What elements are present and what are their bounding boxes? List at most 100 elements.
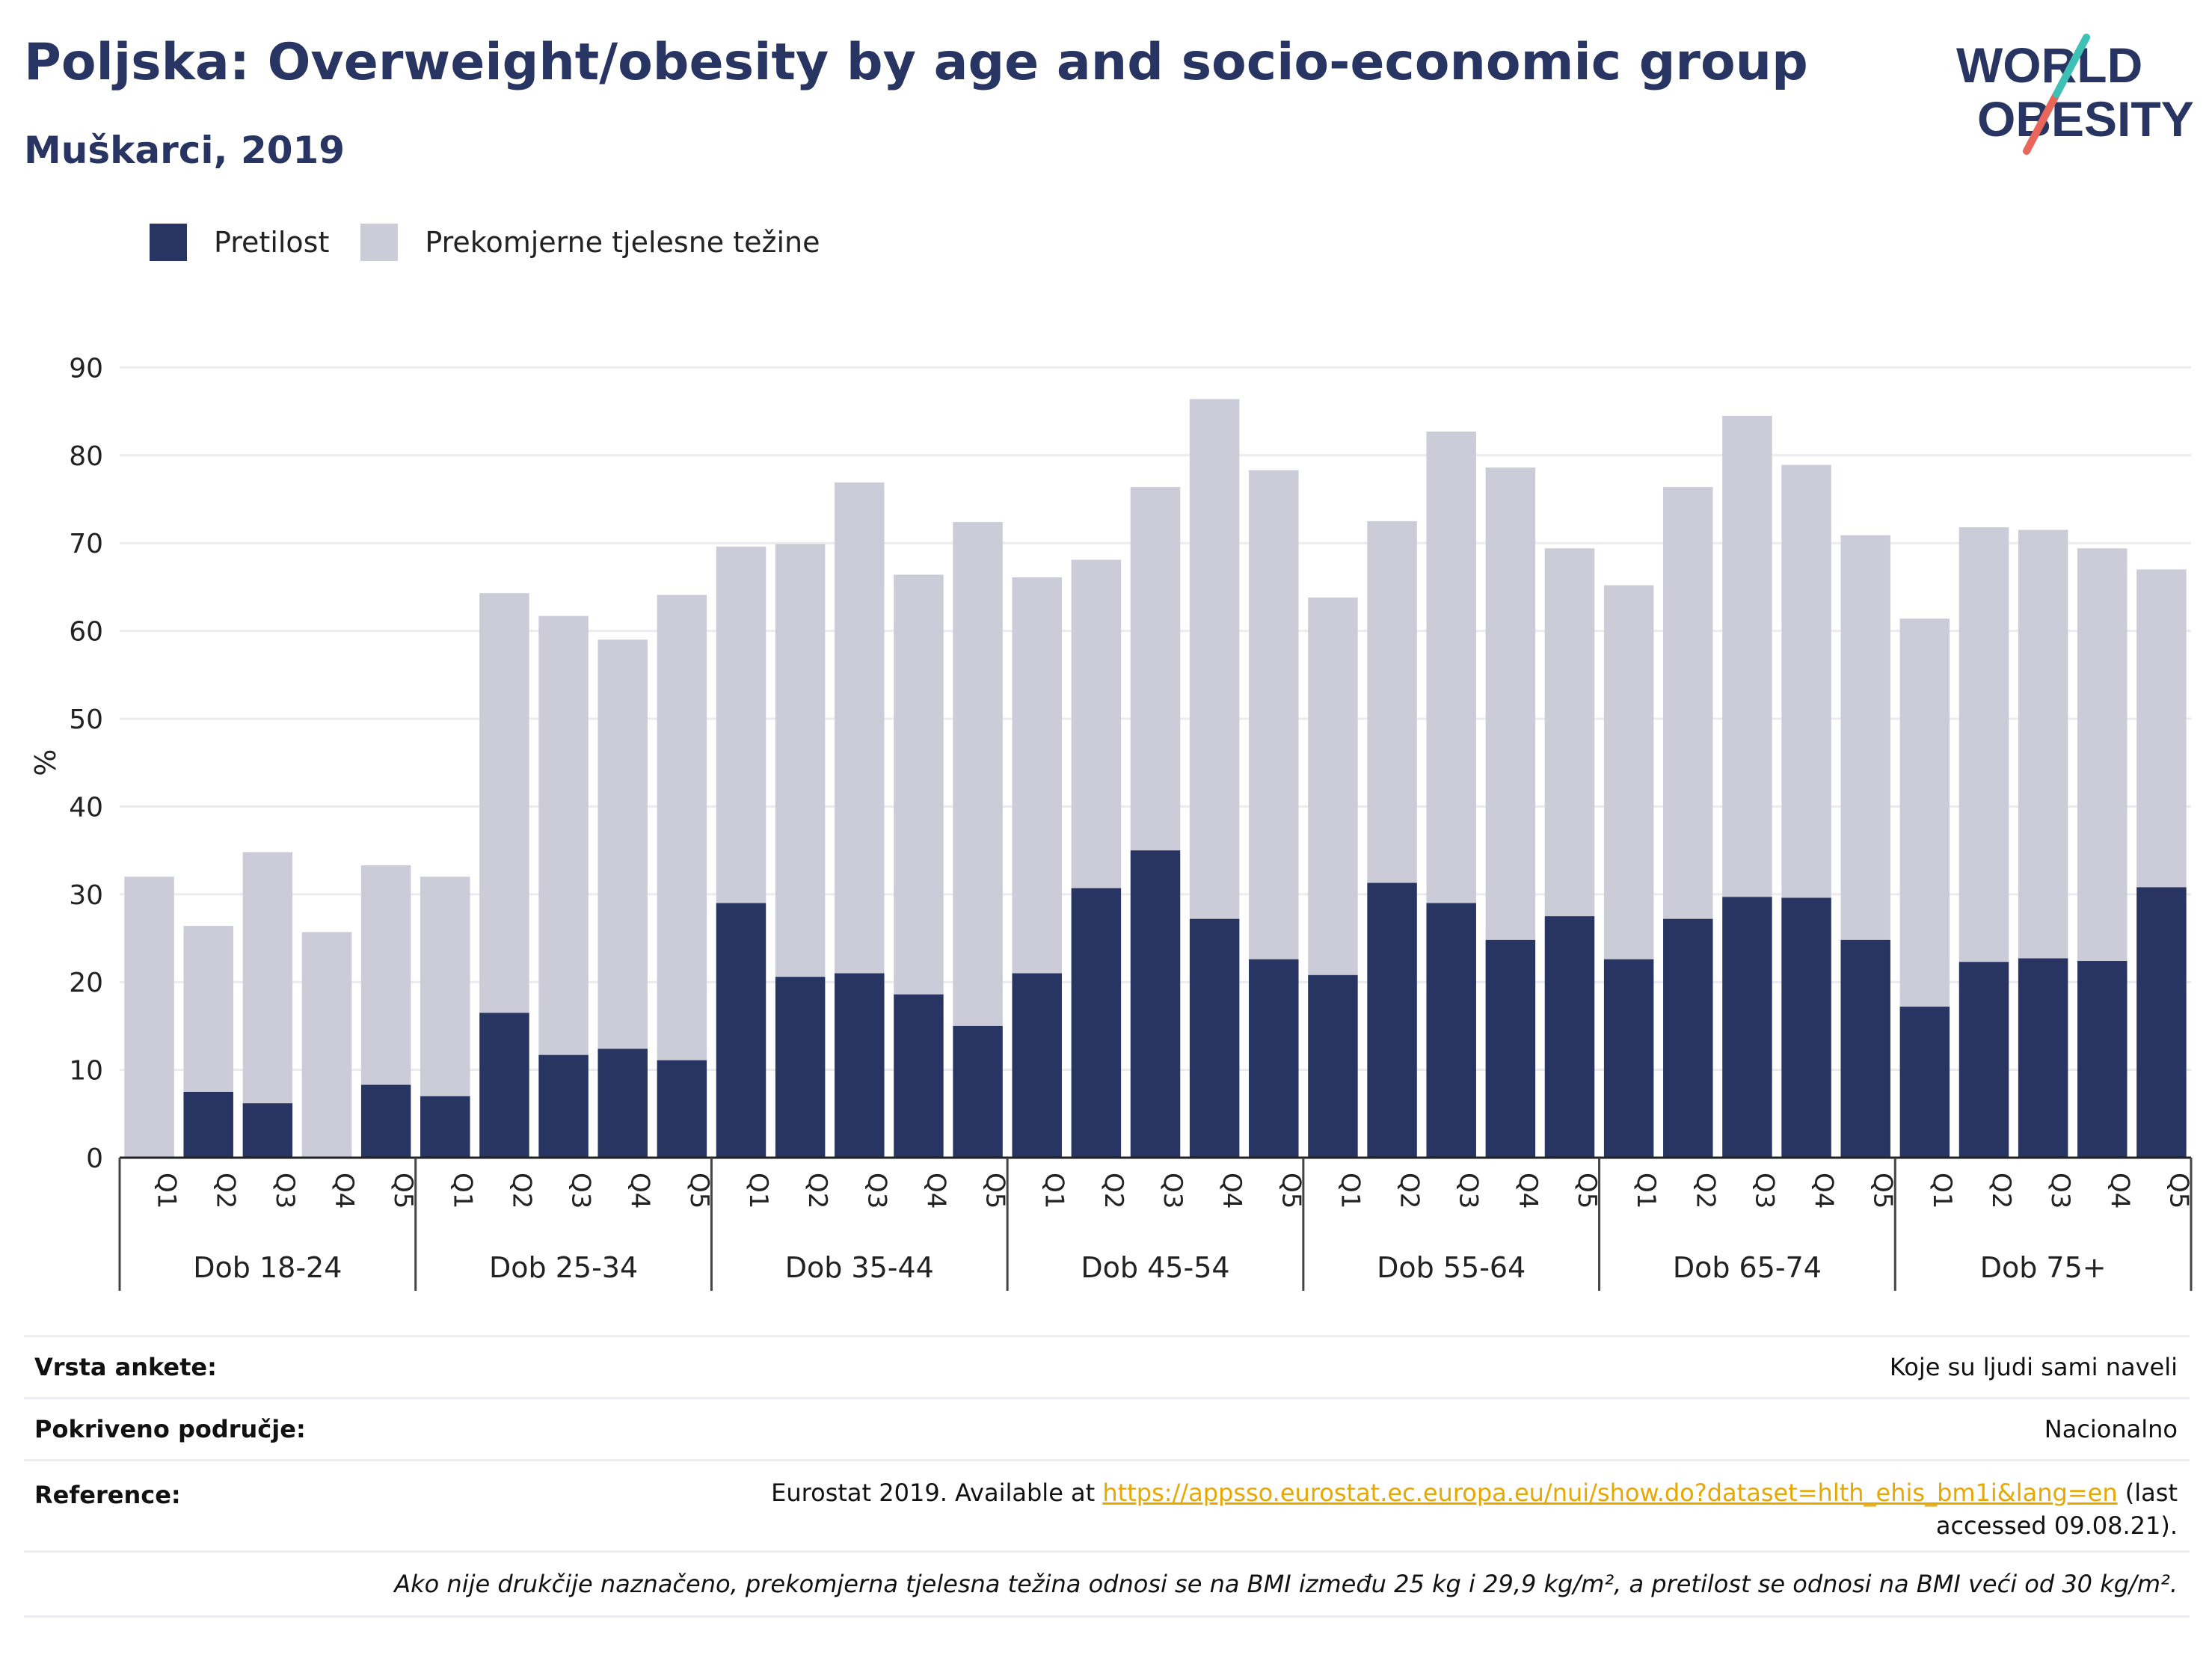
info-row-area: Pokriveno područje: Nacionalno — [24, 1397, 2190, 1459]
bar-overweight — [538, 615, 589, 1055]
x-tick-label: Q4 — [1513, 1173, 1543, 1209]
group-label: Dob 45-54 — [1081, 1251, 1229, 1284]
bar-obesity — [1308, 974, 1358, 1158]
bar-overweight — [1426, 432, 1476, 903]
bar-overweight — [1781, 464, 1831, 898]
x-tick-label: Q3 — [270, 1173, 300, 1209]
x-tick-label: Q1 — [152, 1173, 182, 1209]
stacked-bar-chart: 0 10 20 30 40 50 60 70 80 90% Q1 Q2 Q3 Q4 Q5 Q1 Q2 Q3 Q4 Q5… — [29, 353, 2193, 1291]
bar-overweight — [301, 932, 352, 1158]
bar-overweight — [479, 593, 529, 1013]
bar-obesity — [2077, 961, 2127, 1158]
bar-overweight — [1249, 470, 1299, 959]
x-tick-label: Q3 — [1158, 1173, 1188, 1209]
logo-slash-teal — [2053, 34, 2090, 98]
bar-obesity — [1367, 882, 1417, 1158]
x-tick-label: Q2 — [1395, 1173, 1425, 1209]
definition-note: Ako nije drukčije naznačeno, prekomjerna… — [394, 1570, 2178, 1598]
x-tick-label: Q5 — [980, 1173, 1010, 1209]
bar-overweight — [1544, 548, 1595, 917]
x-tick-label: Q3 — [2045, 1173, 2075, 1209]
bar-overweight — [894, 574, 944, 995]
group-label: Dob 35-44 — [785, 1251, 934, 1284]
bar-obesity — [657, 1060, 707, 1158]
bar-obesity — [183, 1091, 233, 1158]
bar-obesity — [835, 973, 885, 1158]
x-tick-label: Q5 — [684, 1173, 714, 1209]
x-tick-label: Q4 — [1809, 1173, 1839, 1209]
bar-overweight — [1367, 521, 1417, 883]
bar-overweight — [360, 865, 411, 1085]
group-label: Dob 75+ — [1980, 1251, 2107, 1284]
x-tick-label: Q1 — [1039, 1173, 1069, 1209]
bar-overweight — [1603, 585, 1654, 959]
bar-obesity — [1958, 962, 2009, 1158]
bar-obesity — [1130, 850, 1181, 1158]
x-tick-label: Q3 — [566, 1173, 596, 1209]
x-tick-label: Q2 — [211, 1173, 241, 1209]
chart-title: Poljska: Overweight/obesity by age and s… — [24, 33, 1808, 92]
bar-overweight — [2018, 529, 2068, 959]
reference-value: Eurostat 2019. Available at https://apps… — [682, 1476, 2190, 1542]
x-tick-label: Q1 — [1927, 1173, 1957, 1209]
x-tick-label: Q5 — [1868, 1173, 1898, 1209]
bar-obesity — [1012, 973, 1062, 1158]
bar-obesity — [1840, 939, 1890, 1158]
y-tick-label: 10 — [69, 1056, 103, 1087]
bar-obesity — [1899, 1007, 1950, 1158]
bar-overweight — [2077, 548, 2127, 962]
y-tick-label: 40 — [69, 792, 103, 823]
bar-overweight — [1308, 597, 1358, 975]
bar-obesity — [597, 1048, 648, 1158]
y-tick-label: 50 — [69, 704, 103, 735]
legend-item-overweight: Prekomjerne tjelesne težine — [360, 224, 820, 261]
x-tick-label: Q1 — [447, 1173, 477, 1209]
bar-overweight — [597, 639, 648, 1049]
x-tick-label: Q4 — [1217, 1173, 1247, 1209]
bar-overweight — [1958, 527, 2009, 962]
x-tick-label: Q4 — [625, 1173, 655, 1209]
survey-label: Vrsta ankete: — [34, 1353, 217, 1381]
bar-overweight — [1071, 559, 1122, 888]
bar-obesity — [953, 1025, 1003, 1158]
bar-obesity — [1249, 959, 1299, 1158]
x-tick-label: Q1 — [1631, 1173, 1661, 1209]
world-obesity-logo: WORLD OBESITY — [1956, 34, 2194, 155]
y-tick-label: 60 — [69, 617, 103, 648]
y-tick-label: 30 — [69, 880, 103, 911]
reference-label: Reference: — [34, 1481, 181, 1509]
bar-obesity — [1426, 903, 1476, 1158]
bar-obesity — [1071, 888, 1122, 1158]
bar-obesity — [1722, 897, 1772, 1158]
bar-obesity — [538, 1054, 589, 1158]
bar-overweight — [775, 544, 826, 977]
group-label: Dob 65-74 — [1673, 1251, 1822, 1284]
bar-obesity — [2136, 887, 2187, 1158]
x-tick-label: Q3 — [861, 1173, 891, 1209]
x-tick-label: Q2 — [1690, 1173, 1720, 1209]
bar-overweight — [953, 522, 1003, 1026]
group-label: Dob 18-24 — [193, 1251, 342, 1284]
x-tick-label: Q4 — [329, 1173, 359, 1209]
bar-overweight — [1899, 618, 1950, 1007]
x-tick-label: Q1 — [1335, 1173, 1365, 1209]
bar-overweight — [1663, 487, 1713, 919]
area-label: Pokriveno područje: — [34, 1415, 306, 1443]
y-tick-label: 90 — [69, 353, 103, 384]
legend-item-obesity: Pretilost — [150, 224, 329, 261]
bar-obesity — [894, 994, 944, 1158]
x-tick-label: Q2 — [1986, 1173, 2016, 1209]
bar-overweight — [1189, 399, 1240, 919]
group-label: Dob 25-34 — [489, 1251, 638, 1284]
reference-link[interactable]: https://appsso.eurostat.ec.europa.eu/nui… — [1102, 1479, 2118, 1507]
area-value: Nacionalno — [2044, 1415, 2178, 1443]
bar-overweight — [1012, 577, 1062, 974]
x-tick-label: Q2 — [506, 1173, 536, 1209]
logo-line-1: WORLD — [1956, 37, 2142, 93]
x-tick-label: Q2 — [1099, 1173, 1128, 1209]
reference-suffix: (last accessed 09.08.21). — [1935, 1479, 2178, 1540]
x-tick-label: Q4 — [2104, 1173, 2134, 1209]
logo-slash-red — [2023, 90, 2060, 155]
bar-obesity — [1485, 939, 1536, 1158]
bar-obesity — [2018, 958, 2068, 1158]
